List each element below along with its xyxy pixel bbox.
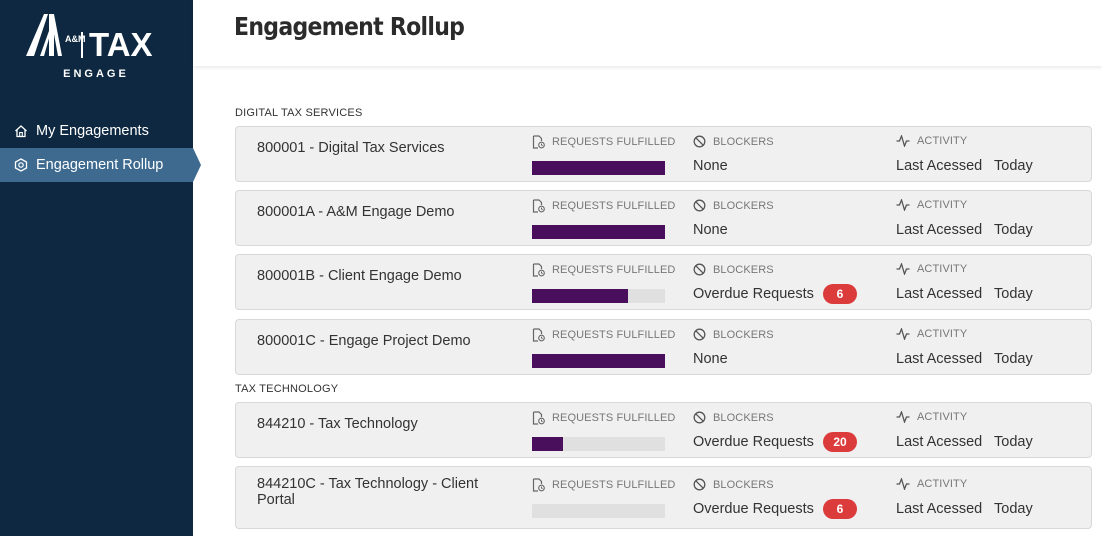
activity-label: ACTIVITY bbox=[917, 478, 968, 490]
blocker-status: Overdue Requests bbox=[693, 434, 814, 450]
blocker-status: None bbox=[693, 158, 728, 174]
engagement-title[interactable]: 800001B - Client Engage Demo bbox=[257, 268, 462, 284]
requests-progress-bar bbox=[532, 289, 665, 303]
engagement-title[interactable]: 800001 - Digital Tax Services bbox=[257, 140, 445, 156]
engagement-card[interactable]: 800001C - Engage Project Demo REQUESTS F… bbox=[235, 319, 1092, 375]
sidebar: A&M TAX ENGAGE My Engagements Engagement… bbox=[0, 0, 201, 536]
blockers-label: BLOCKERS bbox=[713, 135, 774, 148]
logo-divider bbox=[81, 32, 83, 58]
last-accessed-label: Last Acessed bbox=[896, 351, 983, 367]
document-clock-icon bbox=[532, 135, 545, 149]
engagement-card[interactable]: 800001B - Client Engage Demo REQUESTS FU… bbox=[235, 254, 1092, 310]
blocker-status: Overdue Requests bbox=[693, 501, 814, 517]
activity-pulse-icon bbox=[896, 199, 910, 211]
home-icon bbox=[15, 125, 27, 138]
document-clock-icon bbox=[532, 263, 545, 277]
blocked-icon bbox=[693, 263, 706, 276]
sidebar-item-my-engagements[interactable]: My Engagements bbox=[0, 114, 193, 148]
progress-fill bbox=[532, 289, 628, 303]
sidebar-item-engagement-rollup[interactable]: Engagement Rollup bbox=[0, 148, 201, 182]
page-title: Engagement Rollup bbox=[234, 12, 465, 41]
blockers-label: BLOCKERS bbox=[713, 199, 774, 212]
last-accessed-label: Last Acessed bbox=[896, 222, 983, 238]
blocked-icon bbox=[693, 411, 706, 424]
progress-fill bbox=[532, 354, 665, 368]
blocked-icon bbox=[693, 135, 706, 148]
last-accessed-label: Last Acessed bbox=[896, 501, 983, 517]
requests-fulfilled-label: REQUESTS FULFILLED bbox=[552, 479, 676, 491]
engagement-title[interactable]: 800001C - Engage Project Demo bbox=[257, 333, 471, 349]
main-content: DIGITAL TAX SERVICES 800001 - Digital Ta… bbox=[193, 66, 1102, 536]
page-header: Engagement Rollup bbox=[193, 0, 1102, 66]
last-accessed-value: Today bbox=[994, 222, 1033, 238]
am-tax-engage-logo[interactable]: A&M TAX ENGAGE bbox=[26, 14, 171, 84]
progress-fill bbox=[532, 225, 665, 239]
blockers-label: BLOCKERS bbox=[713, 411, 774, 424]
requests-fulfilled-label: REQUESTS FULFILLED bbox=[552, 412, 676, 424]
last-accessed-label: Last Acessed bbox=[896, 434, 983, 450]
activity-label: ACTIVITY bbox=[917, 135, 968, 147]
group-label: TAX TECHNOLOGY bbox=[235, 383, 339, 395]
blocked-icon bbox=[693, 478, 706, 491]
engagement-card[interactable]: 800001A - A&M Engage Demo REQUESTS FULFI… bbox=[235, 190, 1092, 246]
activity-label: ACTIVITY bbox=[917, 199, 968, 211]
document-clock-icon bbox=[532, 478, 545, 492]
blocker-status: None bbox=[693, 222, 728, 238]
requests-fulfilled-label: REQUESTS FULFILLED bbox=[552, 136, 676, 148]
requests-fulfilled-label: REQUESTS FULFILLED bbox=[552, 200, 676, 212]
requests-progress-bar bbox=[532, 504, 665, 518]
blocker-status: Overdue Requests bbox=[693, 286, 814, 302]
progress-fill bbox=[532, 161, 665, 175]
blockers-label: BLOCKERS bbox=[713, 328, 774, 341]
blockers-label: BLOCKERS bbox=[713, 263, 774, 276]
activity-label: ACTIVITY bbox=[917, 328, 968, 340]
engagement-title[interactable]: 844210 - Tax Technology bbox=[257, 416, 418, 432]
document-clock-icon bbox=[532, 328, 545, 342]
overdue-count-badge[interactable]: 6 bbox=[823, 284, 857, 304]
last-accessed-value: Today bbox=[994, 286, 1033, 302]
engagement-title[interactable]: 844210C - Tax Technology - Client Portal bbox=[257, 476, 479, 508]
overdue-count-badge[interactable]: 6 bbox=[823, 499, 857, 519]
activity-label: ACTIVITY bbox=[917, 263, 968, 275]
blocked-icon bbox=[693, 199, 706, 212]
last-accessed-value: Today bbox=[994, 501, 1033, 517]
engagement-card[interactable]: 844210 - Tax Technology REQUESTS FULFILL… bbox=[235, 402, 1092, 458]
requests-progress-bar bbox=[532, 437, 665, 451]
activity-pulse-icon bbox=[896, 478, 910, 490]
activity-pulse-icon bbox=[896, 328, 910, 340]
last-accessed-value: Today bbox=[994, 351, 1033, 367]
rollup-icon bbox=[14, 158, 28, 172]
activity-pulse-icon bbox=[896, 411, 910, 423]
requests-fulfilled-label: REQUESTS FULFILLED bbox=[552, 329, 676, 341]
last-accessed-label: Last Acessed bbox=[896, 286, 983, 302]
activity-pulse-icon bbox=[896, 135, 910, 147]
requests-progress-bar bbox=[532, 225, 665, 239]
blocker-status: None bbox=[693, 351, 728, 367]
activity-label: ACTIVITY bbox=[917, 411, 968, 423]
document-clock-icon bbox=[532, 411, 545, 425]
sidebar-item-label: My Engagements bbox=[36, 123, 149, 139]
document-clock-icon bbox=[532, 199, 545, 213]
last-accessed-label: Last Acessed bbox=[896, 158, 983, 174]
last-accessed-value: Today bbox=[994, 434, 1033, 450]
requests-progress-bar bbox=[532, 354, 665, 368]
am-logo-mark-icon bbox=[26, 14, 62, 56]
blocked-icon bbox=[693, 328, 706, 341]
blockers-label: BLOCKERS bbox=[713, 478, 774, 491]
activity-pulse-icon bbox=[896, 263, 910, 275]
engagement-card[interactable]: 844210C - Tax Technology - Client Portal… bbox=[235, 466, 1092, 529]
engagement-title[interactable]: 800001A - A&M Engage Demo bbox=[257, 204, 455, 220]
progress-fill bbox=[532, 437, 563, 451]
logo-engage-text: ENGAGE bbox=[63, 68, 129, 80]
requests-fulfilled-label: REQUESTS FULFILLED bbox=[552, 264, 676, 276]
group-label: DIGITAL TAX SERVICES bbox=[235, 107, 363, 119]
last-accessed-value: Today bbox=[994, 158, 1033, 174]
requests-progress-bar bbox=[532, 161, 665, 175]
logo-am-text: A&M bbox=[65, 34, 86, 44]
logo-tax-text: TAX bbox=[89, 26, 153, 63]
engagement-card[interactable]: 800001 - Digital Tax Services REQUESTS F… bbox=[235, 126, 1092, 182]
overdue-count-badge[interactable]: 20 bbox=[823, 432, 857, 452]
sidebar-item-label: Engagement Rollup bbox=[36, 157, 164, 173]
